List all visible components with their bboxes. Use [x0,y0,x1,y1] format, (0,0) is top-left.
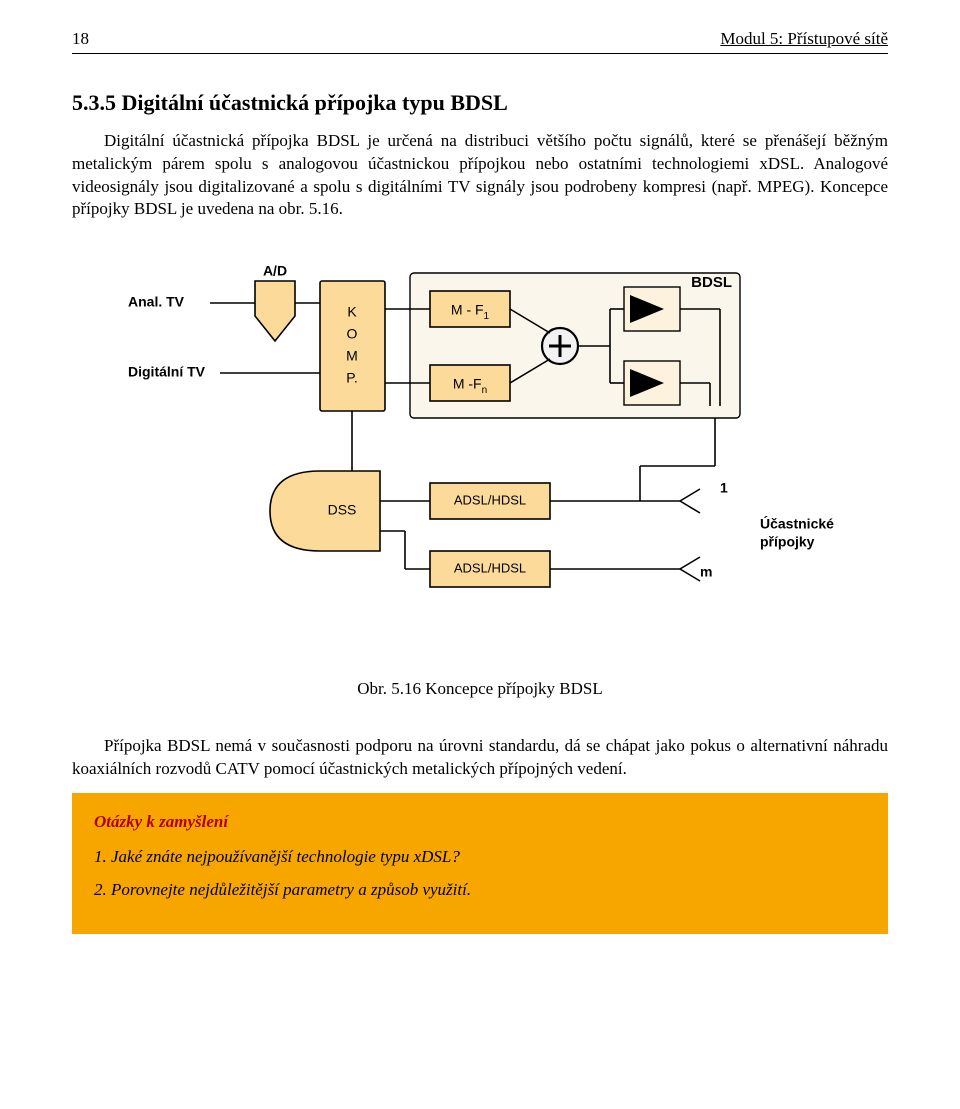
svg-text:přípojky: přípojky [760,534,815,550]
question-2: 2. Porovnejte nejdůležitější parametry a… [94,879,866,902]
page-number: 18 [72,28,89,51]
svg-text:O: O [347,326,358,342]
svg-text:Anal. TV: Anal. TV [128,294,185,310]
figure-5-16: Anal. TVDigitální TVA/DKOMP.BDSLM - F1M … [72,261,888,648]
questions-title: Otázky k zamyšlení [94,811,866,834]
figure-caption: Obr. 5.16 Koncepce přípojky BDSL [72,678,888,701]
svg-text:ADSL/HDSL: ADSL/HDSL [454,493,526,508]
module-title: Modul 5: Přístupové sítě [720,28,888,51]
svg-text:ADSL/HDSL: ADSL/HDSL [454,561,526,576]
svg-text:m: m [700,564,712,580]
svg-text:Digitální TV: Digitální TV [128,364,206,380]
svg-text:1: 1 [720,480,728,496]
paragraph-1: Digitální účastnická přípojka BDSL je ur… [72,130,888,222]
svg-text:A/D: A/D [263,263,287,279]
svg-text:Účastnické: Účastnické [760,515,834,532]
question-1: 1. Jaké znáte nejpoužívanější technologi… [94,846,866,869]
svg-text:DSS: DSS [328,502,357,518]
section-heading: 5.3.5 Digitální účastnická přípojka typu… [72,88,888,118]
paragraph-2: Přípojka BDSL nemá v současnosti podporu… [72,735,888,781]
page-header: 18 Modul 5: Přístupové sítě [72,28,888,54]
svg-text:BDSL: BDSL [691,274,732,291]
questions-box: Otázky k zamyšlení 1. Jaké znáte nejpouž… [72,793,888,934]
svg-text:M: M [346,348,358,364]
bdsl-diagram: Anal. TVDigitální TVA/DKOMP.BDSLM - F1M … [120,261,840,648]
svg-text:K: K [347,304,357,320]
svg-text:P.: P. [346,370,357,386]
